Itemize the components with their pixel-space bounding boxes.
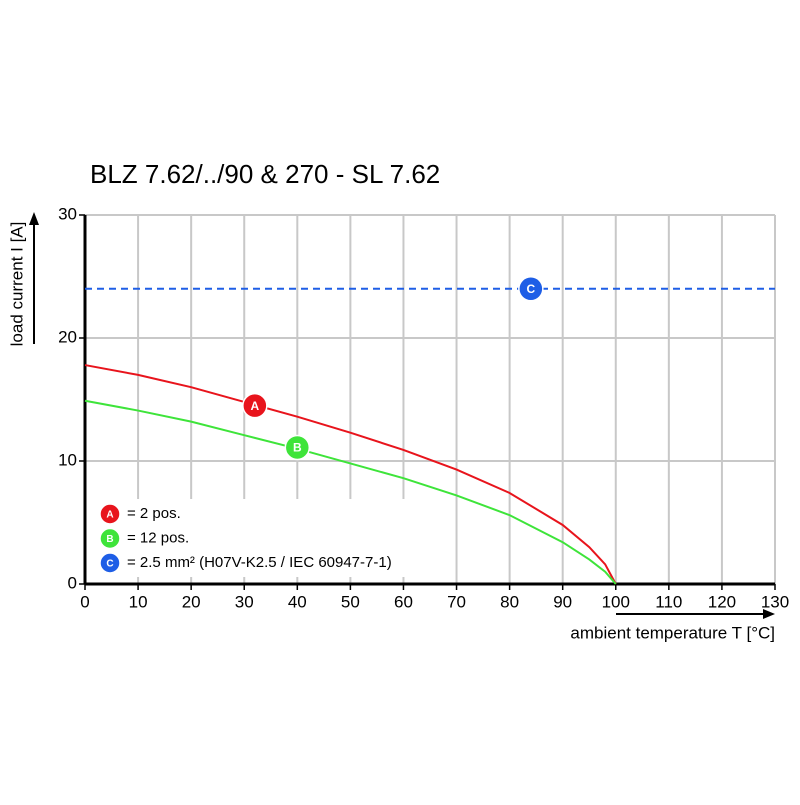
x-arrow — [616, 609, 775, 619]
marker-badge — [284, 434, 311, 461]
y-arrow — [29, 212, 39, 344]
x-tick-label: 110 — [655, 592, 682, 611]
x-tick-label: 40 — [288, 592, 307, 611]
legend-label: = 2.5 mm² (H07V-K2.5 / IEC 60947-7-1) — [127, 554, 392, 571]
y-tick-label: 0 — [68, 573, 77, 592]
x-tick-label: 80 — [500, 592, 519, 611]
x-tick-label: 30 — [235, 592, 254, 611]
legend-label: = 2 pos. — [127, 505, 181, 522]
y-tick-label: 10 — [58, 450, 77, 469]
marker-badge-letter: A — [251, 399, 260, 413]
legend-badge — [99, 552, 121, 574]
x-tick-label: 50 — [341, 592, 360, 611]
series-line — [84, 364, 617, 585]
x-tick-label: 10 — [129, 592, 148, 611]
legend-badge-letter: B — [106, 534, 113, 545]
y-tick-label: 30 — [58, 204, 77, 223]
x-axis-label: ambient temperature T [°C] — [570, 623, 775, 642]
marker-badge — [242, 392, 268, 419]
legend-badge-letter: A — [106, 510, 113, 521]
legend-badge — [99, 503, 121, 525]
legend-badge-letter: C — [106, 559, 113, 570]
marker-badge — [518, 276, 544, 302]
legend-background — [92, 499, 422, 577]
legend-label: = 12 pos. — [127, 529, 189, 546]
x-tick-label: 20 — [182, 592, 201, 611]
marker-badge-letter: C — [527, 282, 536, 296]
y-axis-label: load current I [A] — [7, 222, 26, 347]
y-tick-label: 20 — [58, 327, 77, 346]
x-tick-label: 70 — [447, 592, 466, 611]
x-tick-label: 120 — [708, 592, 736, 611]
x-tick-label: 0 — [80, 592, 89, 611]
series-line — [84, 399, 617, 585]
marker-badge-letter: B — [293, 441, 302, 455]
legend-badge — [99, 527, 121, 550]
x-tick-label: 90 — [553, 592, 572, 611]
chart-title: BLZ 7.62/../90 & 270 - SL 7.62 — [90, 159, 440, 189]
x-tick-label: 60 — [394, 592, 413, 611]
x-tick-label: 100 — [602, 592, 630, 611]
x-tick-label: 130 — [761, 592, 789, 611]
